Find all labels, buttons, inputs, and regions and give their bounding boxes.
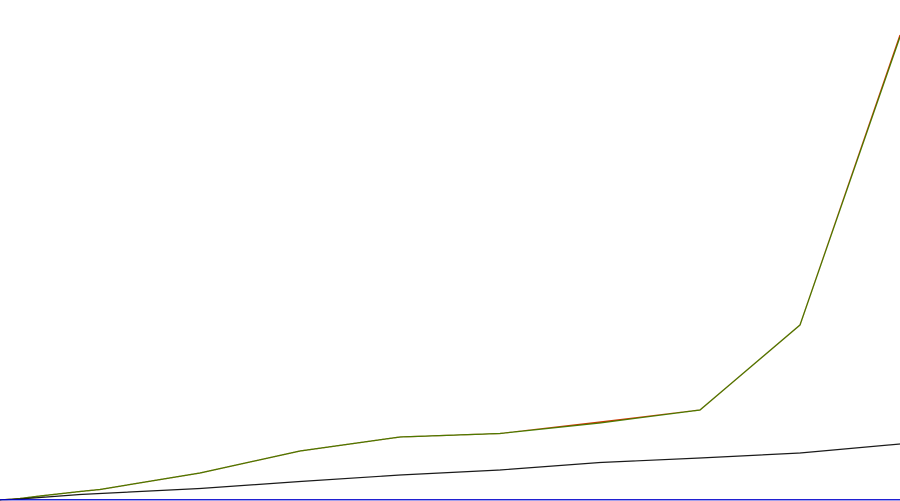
series-line-1 (0, 34, 900, 501)
series-layer (0, 34, 900, 501)
series-line-3 (0, 443, 900, 501)
series-line-2 (0, 36, 900, 501)
